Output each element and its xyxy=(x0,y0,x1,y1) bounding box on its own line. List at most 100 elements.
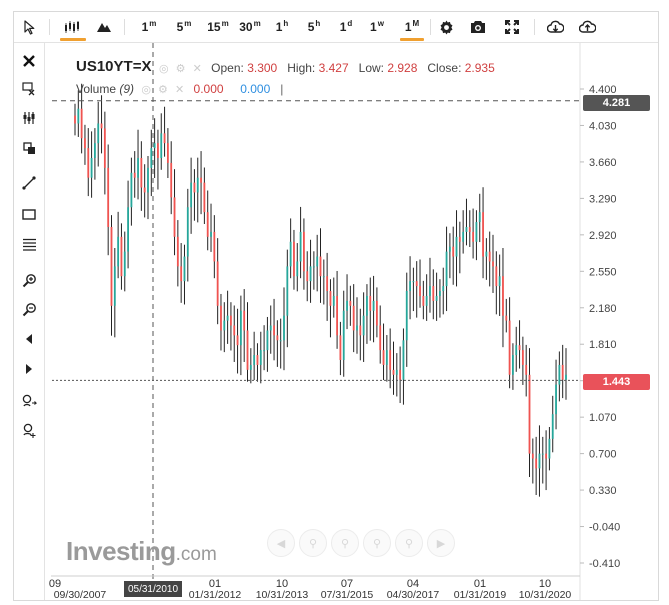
gear-icon[interactable] xyxy=(434,12,458,42)
candle-body xyxy=(77,108,80,124)
candle-body xyxy=(462,231,465,242)
candle-body xyxy=(93,143,96,158)
candle-body xyxy=(349,300,352,306)
cursor-icon[interactable] xyxy=(18,12,42,42)
candle-body xyxy=(299,231,302,262)
fibonacci-icon[interactable] xyxy=(14,232,44,256)
x-tick-date: 10/31/2020 xyxy=(519,589,572,600)
candle-body xyxy=(322,276,325,278)
candle-body xyxy=(548,438,551,459)
x-tick-month: 07 xyxy=(341,578,353,590)
remove-drawings-icon[interactable] xyxy=(14,77,44,101)
candle-body xyxy=(435,295,438,301)
crosshair-date-tag: 05/31/2010 xyxy=(124,581,182,597)
candle-body xyxy=(246,330,249,370)
candle-body xyxy=(190,182,193,208)
timeframe-15m[interactable]: 15 m xyxy=(207,18,229,35)
candle-body xyxy=(555,384,557,415)
candle-body xyxy=(336,295,339,336)
candle-body xyxy=(415,281,418,287)
rectangle-icon[interactable] xyxy=(14,202,44,226)
candle-body xyxy=(425,295,428,306)
legend-visibility-icons[interactable]: ◎ ⚙ ✕ xyxy=(159,63,204,75)
volume-visibility-icons[interactable]: ◎ ⚙ ✕ xyxy=(141,84,187,96)
candle-body xyxy=(203,182,206,213)
candlestick-icon[interactable] xyxy=(57,12,89,42)
candle-body xyxy=(166,143,169,163)
y-tick-label: 1.070 xyxy=(589,412,617,424)
price-chart[interactable]: 4.400 4.030 3.660 3.290 2.920 2.550 2.180 1.810… xyxy=(45,43,658,600)
candle-body xyxy=(465,226,468,232)
camera-icon[interactable] xyxy=(466,12,490,42)
x-tick-date: 01/31/2012 xyxy=(189,589,242,600)
candle-body xyxy=(309,266,312,282)
candle-tool-icon[interactable] xyxy=(14,106,44,130)
nav-left-icon[interactable]: ◀ xyxy=(267,529,295,557)
candle-body xyxy=(356,325,358,331)
y-tick-label: 2.920 xyxy=(589,230,617,242)
candle-body xyxy=(442,286,445,292)
close-label: Close: xyxy=(427,61,462,75)
candle-body xyxy=(346,300,348,311)
volume-legend: Volume (9) ◎ ⚙ ✕ 0.000 0.000 | xyxy=(76,82,284,96)
timeframe-30m[interactable]: 30 m xyxy=(239,18,261,35)
magnet-icon[interactable] xyxy=(14,389,44,413)
crosshair-icon[interactable] xyxy=(14,419,44,443)
candle-body xyxy=(147,167,149,193)
candle-body xyxy=(392,369,395,375)
volume-period: (9) xyxy=(119,82,135,96)
candle-body xyxy=(312,266,315,268)
y-tick-label: 2.180 xyxy=(589,303,617,315)
nav-reset-icon[interactable]: ⚲ xyxy=(395,529,423,557)
candle-body xyxy=(176,236,179,267)
nav-zoom-out-icon[interactable]: ⚲ xyxy=(331,529,359,557)
candle-body xyxy=(283,315,285,341)
trendline-icon[interactable] xyxy=(14,171,44,195)
candle-body xyxy=(87,148,90,178)
clone-icon[interactable] xyxy=(14,136,44,160)
chart-toolbar: 1 m 5 m 15 m 30 m 1 h 5 h 1 d 1 w 1 M xyxy=(14,12,658,43)
crosshair-price-tag: 4.281 xyxy=(583,95,650,111)
nav-right-icon[interactable]: ▶ xyxy=(427,529,455,557)
candle-body xyxy=(90,157,93,178)
close-icon[interactable] xyxy=(14,49,44,73)
fullscreen-icon[interactable] xyxy=(500,12,524,42)
candle-body xyxy=(84,138,86,149)
candle-body xyxy=(302,231,305,272)
upload-icon[interactable] xyxy=(575,12,599,42)
volume-value-a: 0.000 xyxy=(193,82,224,96)
y-tick-label: 3.660 xyxy=(589,157,617,169)
candle-body xyxy=(482,212,484,257)
x-tick-date: 01/31/2019 xyxy=(454,589,507,600)
candle-body xyxy=(362,315,365,336)
zoom-in-icon[interactable] xyxy=(14,268,44,292)
scroll-left-icon[interactable] xyxy=(14,327,44,351)
scroll-right-icon[interactable] xyxy=(14,357,44,381)
zoom-out-icon[interactable] xyxy=(14,297,44,321)
candle-body xyxy=(226,315,229,321)
candle-body xyxy=(107,167,110,227)
candle-body xyxy=(223,320,226,331)
nav-zoom-in-icon[interactable]: ⚲ xyxy=(299,529,327,557)
candle-body xyxy=(369,295,372,311)
nav-pan-icon[interactable]: ⚲ xyxy=(363,529,391,557)
candle-body xyxy=(74,115,76,124)
candle-body xyxy=(475,222,478,242)
candle-body xyxy=(230,315,232,326)
candle-body xyxy=(561,364,564,380)
candle-body xyxy=(512,355,514,375)
mountain-icon[interactable] xyxy=(92,12,116,42)
candle-body xyxy=(130,172,133,208)
candle-body xyxy=(448,246,451,252)
download-icon[interactable] xyxy=(543,12,567,42)
candle-body xyxy=(498,276,501,287)
candle-body xyxy=(551,414,554,439)
candle-body xyxy=(133,172,136,178)
